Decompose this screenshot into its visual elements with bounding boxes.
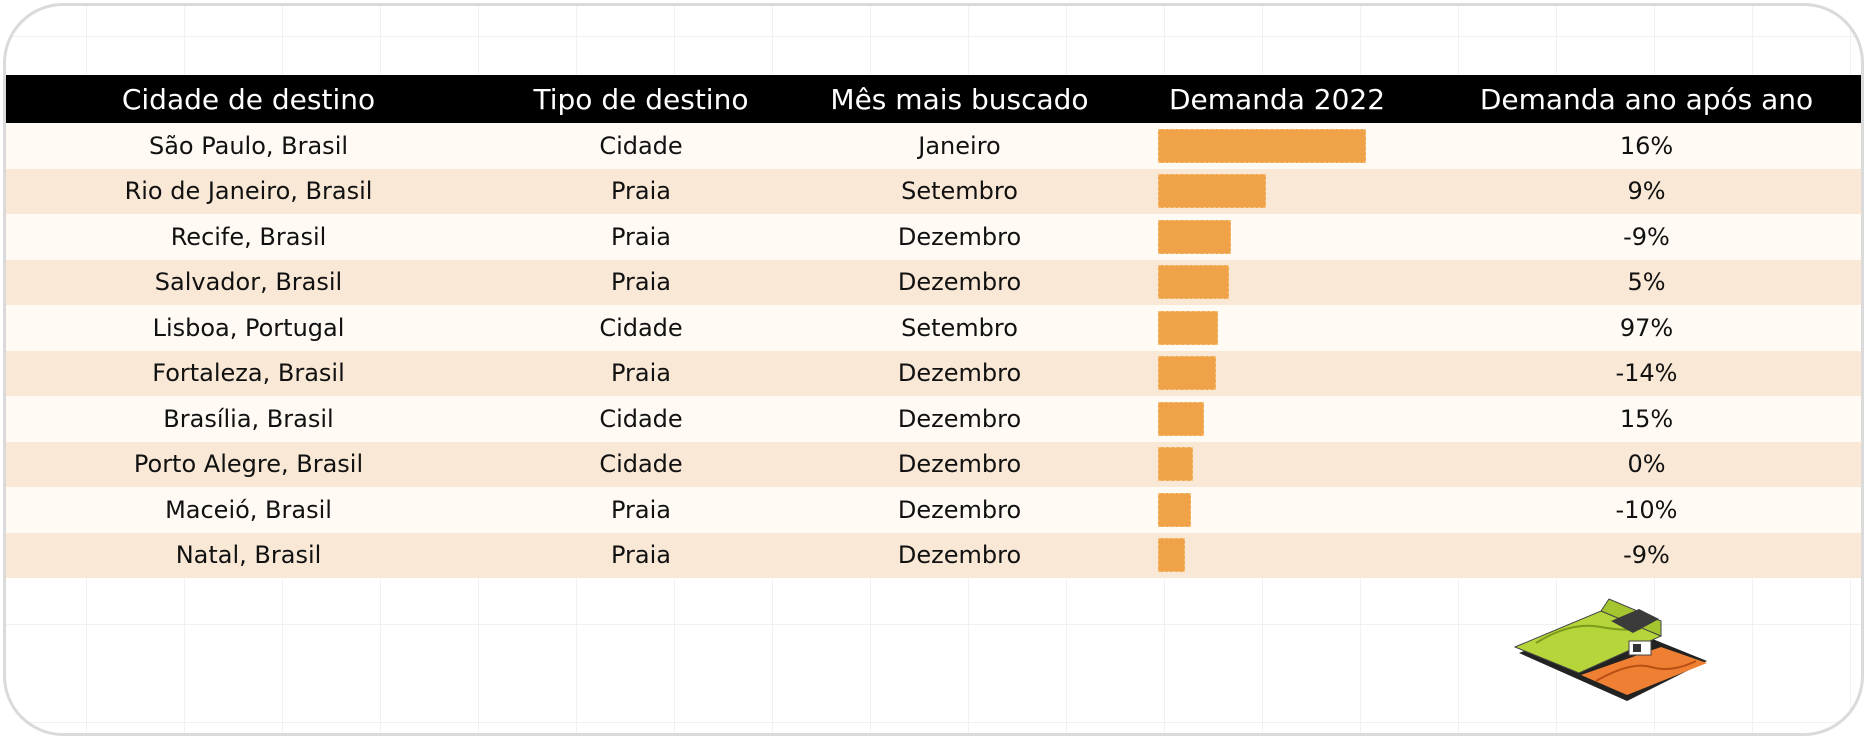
cell-city: Maceió, Brasil (165, 495, 332, 524)
demand-bar (1158, 310, 1219, 345)
demand-bar (1158, 128, 1366, 163)
cell-city: Natal, Brasil (175, 541, 322, 570)
cell-month: Dezembro (897, 222, 1022, 251)
cell-month: Setembro (901, 313, 1018, 342)
header-yoy: Demanda ano após ano (1479, 82, 1814, 116)
cell-demand (1128, 260, 1426, 306)
cell-yoy: 97% (1619, 313, 1674, 342)
header-month: Mês mais buscado (830, 82, 1089, 116)
passport-page (1611, 609, 1659, 633)
cell-month: Janeiro (918, 131, 1001, 160)
table-row: Natal, Brasil Praia Dezembro -9% (6, 532, 1861, 579)
cell-demand (1128, 533, 1426, 579)
cell-demand (1128, 169, 1426, 215)
cell-yoy: 0% (1627, 450, 1666, 479)
demand-bar (1158, 447, 1194, 482)
cell-type: Cidade (599, 404, 683, 433)
cell-demand (1128, 396, 1426, 442)
wallet-insert (1581, 647, 1707, 695)
header-type: Tipo de destino (533, 82, 749, 116)
destinations-table: Cidade de destino Tipo de destino Mês ma… (6, 75, 1861, 579)
cell-yoy: 9% (1627, 177, 1666, 206)
qr-code-icon (1633, 644, 1641, 652)
cell-yoy: -10% (1615, 495, 1678, 524)
table-card: Cidade de destino Tipo de destino Mês ma… (3, 3, 1864, 736)
cell-yoy: -9% (1623, 222, 1670, 251)
demand-bar (1158, 401, 1204, 436)
cell-yoy: -14% (1615, 359, 1678, 388)
table-row: Porto Alegre, Brasil Cidade Dezembro 0% (6, 441, 1861, 488)
cell-city: Rio de Janeiro, Brasil (124, 177, 373, 206)
demand-bar (1158, 356, 1217, 391)
cell-city: Recife, Brasil (170, 222, 327, 251)
cell-city: São Paulo, Brasil (148, 131, 349, 160)
table-row: Fortaleza, Brasil Praia Dezembro -14% (6, 350, 1861, 397)
cell-type: Praia (611, 222, 671, 251)
demand-bar (1158, 492, 1192, 527)
cell-demand (1128, 442, 1426, 488)
passport-wallet-icon (1513, 598, 1707, 701)
demand-bar (1158, 174, 1267, 209)
table-row: Rio de Janeiro, Brasil Praia Setembro 9% (6, 168, 1861, 215)
cell-yoy: 15% (1619, 404, 1674, 433)
cell-month: Dezembro (897, 495, 1022, 524)
header-demand: Demanda 2022 (1168, 82, 1386, 116)
cell-month: Dezembro (897, 359, 1022, 388)
table-row: São Paulo, Brasil Cidade Janeiro 16% (6, 123, 1861, 169)
table-row: Maceió, Brasil Praia Dezembro -10% (6, 487, 1861, 533)
cell-city: Salvador, Brasil (154, 268, 343, 297)
table-row: Lisboa, Portugal Cidade Setembro 97% (6, 305, 1861, 351)
cell-type: Praia (611, 268, 671, 297)
cell-yoy: 5% (1627, 268, 1666, 297)
cell-city: Porto Alegre, Brasil (133, 450, 364, 479)
cell-type: Praia (611, 359, 671, 388)
cell-type: Cidade (599, 450, 683, 479)
table-row: Salvador, Brasil Praia Dezembro 5% (6, 259, 1861, 306)
table-body: São Paulo, Brasil Cidade Janeiro 16% Rio de … (6, 123, 1861, 579)
cell-demand (1128, 123, 1426, 169)
cell-type: Cidade (599, 313, 683, 342)
cell-yoy: -9% (1623, 541, 1670, 570)
cell-month: Dezembro (897, 450, 1022, 479)
header-city: Cidade de destino (121, 82, 376, 116)
cell-demand (1128, 487, 1426, 533)
cell-city: Brasília, Brasil (163, 404, 334, 433)
insert-curve (1595, 660, 1697, 682)
cell-demand (1128, 351, 1426, 397)
header-row: Cidade de destino Tipo de destino Mês ma… (6, 75, 1861, 123)
cell-type: Praia (611, 177, 671, 206)
cell-city: Lisboa, Portugal (152, 313, 345, 342)
demand-bar (1158, 265, 1229, 300)
demand-bar (1158, 538, 1186, 573)
cell-demand (1128, 214, 1426, 260)
cell-type: Praia (611, 541, 671, 570)
cell-month: Dezembro (897, 541, 1022, 570)
table-row: Recife, Brasil Praia Dezembro -9% (6, 214, 1861, 260)
demand-bar (1158, 219, 1231, 254)
cell-month: Setembro (901, 177, 1018, 206)
cell-yoy: 16% (1619, 131, 1674, 160)
cell-type: Cidade (599, 131, 683, 160)
table-row: Brasília, Brasil Cidade Dezembro 15% (6, 396, 1861, 442)
cell-city: Fortaleza, Brasil (152, 359, 345, 388)
cell-month: Dezembro (897, 404, 1022, 433)
cell-demand (1128, 305, 1426, 351)
cell-type: Praia (611, 495, 671, 524)
cell-month: Dezembro (897, 268, 1022, 297)
